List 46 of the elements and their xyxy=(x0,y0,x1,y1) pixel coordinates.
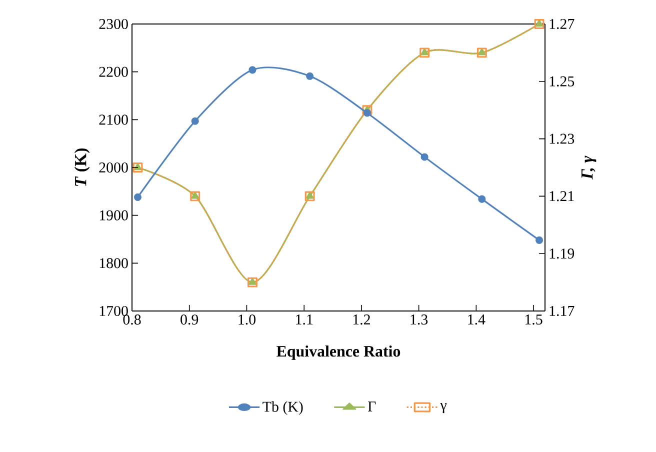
y2-tick-label: 1.17 xyxy=(550,306,574,316)
y2-tick-label: 1.21 xyxy=(550,191,574,202)
point xyxy=(191,192,200,199)
point xyxy=(420,48,429,56)
x-tick-label: 0.9 xyxy=(180,314,198,325)
x-axis-title: Equivalence Ratio xyxy=(276,345,400,360)
point xyxy=(191,117,199,125)
x-tick-label: 1.1 xyxy=(296,314,313,325)
y-tick-label: 2200 xyxy=(99,66,128,77)
point xyxy=(420,48,430,58)
x-tick-label: 1.4 xyxy=(468,314,486,325)
point xyxy=(478,48,486,56)
x-tick-label: 1.3 xyxy=(410,314,428,325)
x-tick-label: 0.8 xyxy=(123,314,141,325)
point xyxy=(248,278,257,285)
legend-label: γ xyxy=(440,403,447,414)
legend-label: Tb (K) xyxy=(262,401,303,415)
point xyxy=(306,192,314,199)
legend-label: Γ xyxy=(368,402,376,412)
point xyxy=(535,236,544,244)
y-tick-label: 2300 xyxy=(99,18,128,30)
point xyxy=(248,66,256,74)
y-axis-title: T (K) xyxy=(74,148,90,186)
point xyxy=(362,105,372,116)
y2-tick-label: 1.27 xyxy=(550,18,574,30)
y-tick-label: 1800 xyxy=(100,258,128,268)
point xyxy=(134,193,142,201)
point xyxy=(190,191,200,202)
y2-tick-label: 1.23 xyxy=(550,134,574,144)
x-tick-label: 1.0 xyxy=(238,314,256,325)
y2-tick-label: 1.25 xyxy=(550,76,574,86)
y2-axis-title: Γ, γ xyxy=(582,156,596,180)
point xyxy=(478,195,486,203)
y2-tick-label: 1.19 xyxy=(550,248,574,259)
point xyxy=(420,153,428,161)
point xyxy=(304,191,315,202)
y-tick-label: 2100 xyxy=(99,114,128,125)
point xyxy=(247,277,258,288)
point xyxy=(476,48,487,58)
point xyxy=(306,72,314,80)
point xyxy=(363,109,371,117)
y-tick-label: 1700 xyxy=(100,306,128,316)
x-tick-label: 1.2 xyxy=(353,314,370,325)
y-tick-label: 2000 xyxy=(99,162,128,173)
y-tick-label: 1900 xyxy=(100,210,128,220)
x-tick-label: 1.5 xyxy=(526,314,542,325)
